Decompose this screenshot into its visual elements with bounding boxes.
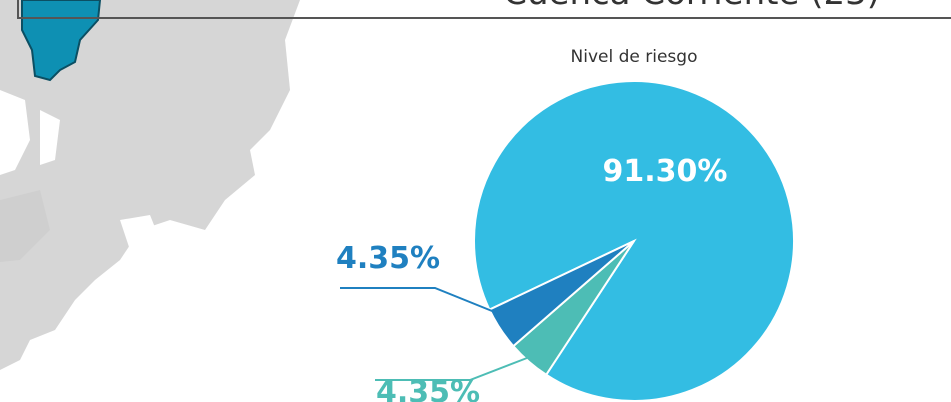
- leader-line: [375, 357, 528, 381]
- map-highlight: [21, 0, 102, 82]
- data-label: 4.35%: [336, 241, 440, 276]
- map-region: [0, 0, 300, 370]
- chart-title: Cuenca Corriente (23): [503, 0, 880, 13]
- data-label: 4.35%: [376, 375, 480, 402]
- map-water: [40, 110, 60, 165]
- leader-line: [340, 287, 498, 314]
- map-water: [120, 215, 160, 250]
- chart-subtitle: Nivel de riesgo: [571, 47, 698, 67]
- panel-border: [17, 0, 951, 19]
- map-water: [0, 90, 30, 175]
- map-region: [0, 190, 50, 262]
- data-label: 91.30%: [603, 154, 728, 189]
- map: [0, 0, 951, 370]
